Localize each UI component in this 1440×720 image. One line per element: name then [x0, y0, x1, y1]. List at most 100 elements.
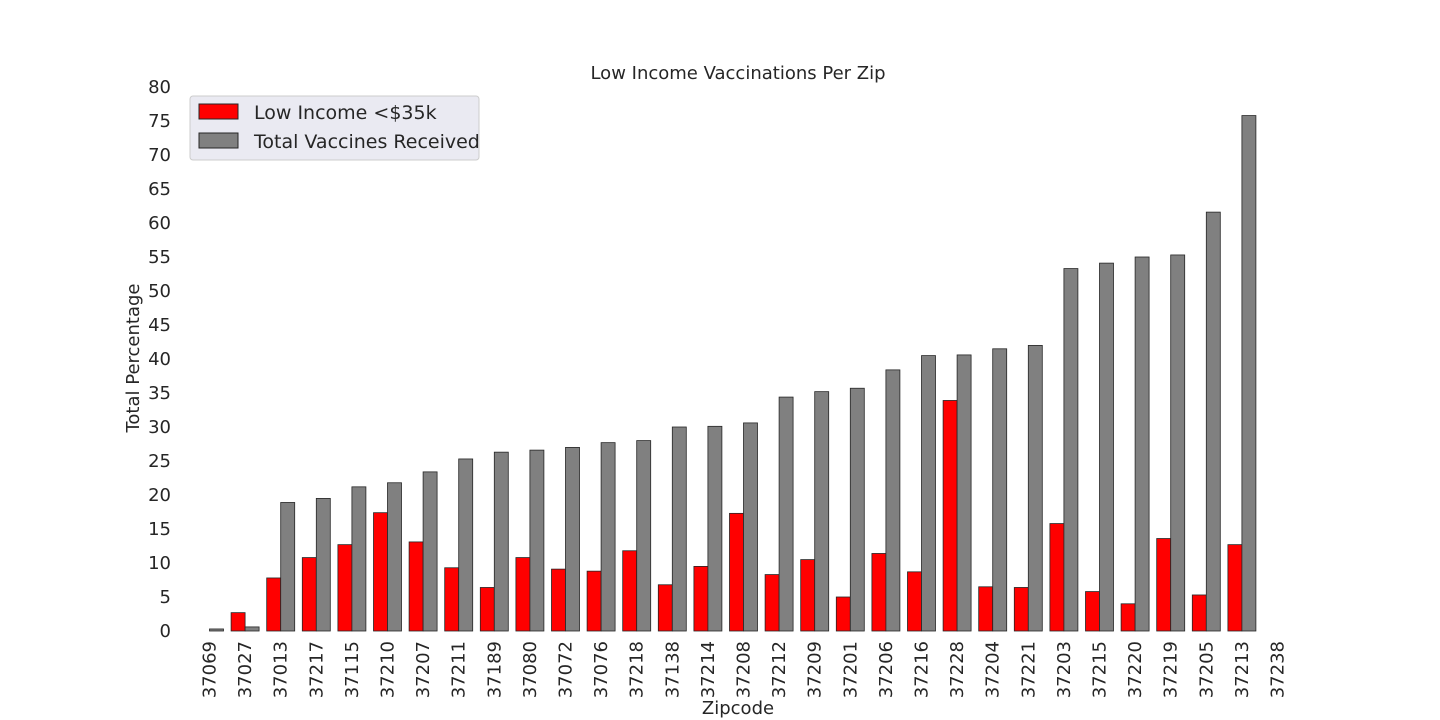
bar-total-vaccines: [1134, 256, 1150, 632]
x-tick-label: 37213: [1232, 641, 1253, 698]
y-tick-label: 80: [148, 77, 171, 98]
bar-total-vaccines: [778, 396, 794, 632]
bar-low-income: [1085, 591, 1100, 632]
bar-total-vaccines: [351, 486, 367, 632]
legend-swatch-low-income: [198, 103, 239, 120]
bar-total-vaccines: [636, 440, 652, 632]
bar-low-income: [301, 557, 317, 632]
y-tick-label: 30: [148, 417, 171, 438]
x-tick-label: 37189: [484, 641, 505, 698]
bar-total-vaccines: [1027, 344, 1043, 632]
x-tick-label: 37204: [983, 641, 1004, 698]
y-tick-label: 65: [148, 179, 171, 200]
y-tick-label: 55: [148, 247, 171, 268]
x-tick-label: 37069: [200, 641, 221, 698]
bar-total-vaccines: [387, 482, 402, 632]
y-tick-label: 45: [148, 315, 171, 336]
bar-total-vaccines: [1205, 211, 1221, 632]
x-tick-label: 37214: [698, 641, 719, 698]
y-tick-label: 35: [148, 383, 171, 404]
y-tick-label: 40: [148, 349, 171, 370]
x-tick-label: 37228: [947, 641, 968, 698]
bar-total-vaccines: [565, 446, 580, 632]
x-axis-ticks: 37069 37027 37013 37217 37115 37210 37207 37211…: [200, 641, 1289, 698]
y-tick-label: 75: [148, 111, 171, 132]
y-tick-label: 60: [148, 213, 171, 234]
x-tick-label: 37219: [1161, 641, 1182, 698]
bar-total-vaccines: [707, 425, 723, 632]
bar-total-vaccines: [1099, 262, 1114, 632]
bar-total-vaccines: [493, 451, 509, 632]
chart-title: Low Income Vaccinations Per Zip: [590, 63, 885, 84]
legend-label-low-income: Low Income <$35k: [254, 102, 437, 124]
bar-total-vaccines: [885, 369, 901, 632]
bar-total-vaccines: [1063, 268, 1079, 632]
bar-low-income: [230, 612, 246, 632]
legend-label-total-vaccines: Total Vaccines Received: [253, 131, 480, 153]
bar-total-vaccines: [315, 497, 331, 632]
legend-frame: [189, 95, 480, 161]
x-tick-label: 37209: [805, 641, 826, 698]
x-tick-label: 37208: [734, 641, 755, 698]
bar-low-income: [373, 512, 388, 632]
bar-low-income: [1156, 538, 1172, 632]
bar-total-vaccines: [600, 442, 616, 632]
bar-total-vaccines: [849, 387, 865, 632]
bar-total-vaccines: [956, 354, 972, 632]
y-tick-label: 70: [148, 145, 171, 166]
bar-low-income: [1049, 523, 1065, 632]
x-tick-label: 37205: [1196, 641, 1217, 698]
x-tick-label: 37027: [235, 641, 256, 698]
bar-low-income: [978, 586, 994, 632]
bar-total-vaccines: [209, 628, 224, 632]
bar-total-vaccines: [529, 449, 545, 632]
bar-total-vaccines: [280, 502, 296, 632]
bar-low-income: [479, 587, 495, 632]
bar-low-income: [515, 557, 531, 632]
bar-total-vaccines: [814, 391, 830, 632]
x-tick-label: 37080: [520, 641, 541, 698]
bar-low-income: [764, 574, 780, 632]
x-tick-label: 37220: [1125, 641, 1146, 698]
legend-swatch-total-vaccines: [198, 132, 239, 149]
y-tick-label: 5: [160, 587, 171, 608]
x-tick-label: 37238: [1268, 641, 1289, 698]
bar-total-vaccines: [921, 355, 936, 632]
x-tick-label: 37206: [876, 641, 897, 698]
bar-low-income: [907, 571, 922, 632]
bar-low-income: [1227, 544, 1243, 632]
x-tick-label: 37218: [627, 641, 648, 698]
bar-low-income: [551, 568, 566, 632]
bar-total-vaccines: [1241, 115, 1257, 632]
x-tick-label: 37212: [769, 641, 790, 698]
bar-low-income: [1013, 587, 1029, 632]
bar-low-income: [871, 553, 887, 632]
x-tick-label: 37215: [1090, 641, 1111, 698]
bar-low-income: [266, 577, 282, 632]
x-tick-label: 37115: [342, 641, 363, 698]
x-tick-label: 37076: [591, 641, 612, 698]
y-tick-label: 25: [148, 451, 171, 472]
bar-low-income: [729, 512, 744, 632]
bar-low-income: [622, 550, 638, 632]
bar-total-vaccines: [1170, 254, 1186, 632]
bar-low-income: [1191, 594, 1207, 632]
x-tick-label: 37210: [378, 641, 399, 698]
x-tick-label: 37072: [556, 641, 577, 698]
x-tick-label: 37138: [662, 641, 683, 698]
x-tick-label: 37207: [413, 641, 434, 698]
bar-low-income: [835, 596, 851, 632]
bar-total-vaccines: [244, 626, 260, 632]
y-tick-label: 0: [160, 621, 171, 642]
bar-total-vaccines: [422, 471, 438, 632]
x-tick-label: 37201: [840, 641, 861, 698]
bar-total-vaccines: [671, 426, 687, 632]
y-axis-ticks: 0 5 10 15 20 25 30 35 40 45 50 55 60 65 70 75 80: [148, 77, 171, 642]
x-tick-label: 37221: [1018, 641, 1039, 698]
y-axis-label: Total Percentage: [123, 283, 144, 433]
x-tick-label: 37211: [449, 641, 470, 698]
bar-low-income: [444, 567, 460, 632]
x-axis-label: Zipcode: [702, 698, 774, 719]
legend: Low Income <$35k Total Vaccines Received: [189, 95, 480, 161]
